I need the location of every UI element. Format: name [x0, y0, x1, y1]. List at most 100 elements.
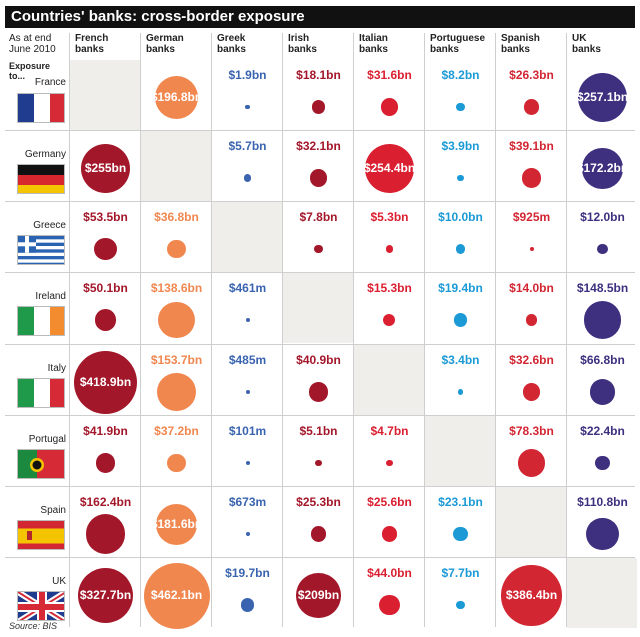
value-label: $32.6bn: [509, 353, 554, 367]
value-label: $138.6bn: [150, 281, 203, 295]
column-divider: [282, 33, 283, 627]
flag-ireland-icon: [17, 306, 65, 336]
bubble-italy-german: [157, 372, 196, 412]
value-label: $12.0bn: [580, 210, 625, 224]
row-label-ireland: Ireland: [35, 291, 66, 302]
bubble-germany-portuguese: [457, 174, 464, 182]
source-note: Source: BIS: [9, 621, 58, 631]
column-header-french: French banks: [75, 33, 109, 55]
bubble-ireland-french: [94, 309, 117, 331]
bubble-greece-german: [167, 239, 186, 259]
value-label: $40.9bn: [296, 353, 341, 367]
empty-diagonal-cell: [496, 487, 566, 557]
row-label-greece: Greece: [33, 220, 66, 231]
value-label: $209bn: [297, 587, 340, 602]
row-label-italy: Italy: [47, 363, 66, 374]
flag-france-icon: [17, 93, 65, 123]
bubble-portugal-greek: [245, 461, 250, 465]
column-divider: [140, 33, 141, 627]
value-label: $418.9bn: [79, 374, 132, 389]
value-label: $172.2bn: [576, 160, 629, 175]
bubble-france-german: [154, 75, 199, 120]
value-label: $101m: [228, 424, 267, 438]
column-header-portuguese: Portuguese banks: [430, 33, 486, 55]
bubble-italy-spanish: [522, 383, 541, 401]
value-label: $10.0bn: [438, 210, 483, 224]
value-label: $18.1bn: [296, 68, 341, 82]
bubble-ireland-greek: [245, 318, 250, 322]
value-label: $19.4bn: [438, 281, 483, 295]
bubble-germany-greek: [243, 174, 252, 182]
bubble-portugal-french: [95, 453, 116, 473]
value-label: $19.7bn: [225, 566, 270, 580]
value-label: $44.0bn: [367, 566, 412, 580]
bubble-ireland-italian: [383, 313, 396, 326]
column-header-uk: UK banks: [572, 33, 601, 55]
empty-diagonal-cell: [425, 416, 495, 486]
bubble-france-uk: [577, 72, 628, 123]
value-label: $31.6bn: [367, 68, 412, 82]
bubble-greece-uk: [597, 243, 608, 255]
row-label-spain: Spain: [40, 505, 66, 516]
value-label: $461m: [228, 281, 267, 295]
value-label: $110.8bn: [577, 495, 628, 509]
value-label: $3.4bn: [441, 353, 480, 367]
exposure-label: Exposure to...: [9, 61, 51, 81]
value-label: $5.1bn: [299, 424, 338, 438]
value-label: $5.7bn: [228, 139, 267, 153]
flag-spain-icon: [17, 520, 65, 550]
value-label: $148.5bn: [576, 281, 629, 295]
value-label: $23.1bn: [438, 495, 483, 509]
bubble-germany-italian: [365, 144, 414, 193]
bubble-portugal-uk: [595, 455, 610, 471]
bubble-germany-uk: [582, 148, 623, 189]
empty-diagonal-cell: [354, 345, 424, 415]
bubble-ireland-spanish: [525, 314, 538, 326]
bubble-portugal-italian: [386, 459, 393, 467]
flag-portugal-icon: [17, 449, 65, 479]
bubble-italy-portuguese: [457, 389, 464, 395]
value-label: $66.8bn: [580, 353, 625, 367]
value-label: $153.7bn: [150, 353, 203, 367]
value-label: $5.3bn: [370, 210, 409, 224]
value-label: $181.6bn: [150, 516, 203, 531]
value-label: $485m: [228, 353, 267, 367]
value-label: $255bn: [84, 160, 127, 175]
bubble-spain-german: [155, 503, 198, 546]
value-label: $53.5bn: [83, 210, 128, 224]
bubble-italy-uk: [589, 379, 616, 405]
value-label: $39.1bn: [509, 139, 554, 153]
bubble-germany-spanish: [521, 168, 542, 188]
column-divider: [69, 33, 70, 627]
bubble-italy-greek: [245, 390, 250, 394]
bubble-portugal-spanish: [517, 449, 546, 477]
value-label: $15.3bn: [367, 281, 412, 295]
column-header-spanish: Spanish banks: [501, 33, 540, 55]
row-label-uk: UK: [52, 576, 66, 587]
bubble-uk-portuguese: [456, 600, 465, 610]
value-label: $37.2bn: [154, 424, 199, 438]
value-label: $386.4bn: [505, 587, 558, 602]
value-label: $8.2bn: [441, 68, 480, 82]
value-label: $14.0bn: [509, 281, 554, 295]
value-label: $254.4bn: [363, 160, 416, 175]
value-label: $22.4bn: [580, 424, 625, 438]
bubble-ireland-uk: [583, 301, 622, 339]
column-divider: [424, 33, 425, 627]
value-label: $1.9bn: [228, 68, 267, 82]
bubble-france-irish: [311, 100, 326, 114]
row-divider: [5, 557, 635, 558]
bubble-uk-spanish: [501, 565, 562, 626]
bubble-italy-irish: [308, 382, 329, 402]
value-label: $7.7bn: [441, 566, 480, 580]
value-label: $50.1bn: [83, 281, 128, 295]
value-label: $7.8bn: [299, 210, 338, 224]
value-label: $673m: [228, 495, 267, 509]
value-label: $41.9bn: [83, 424, 128, 438]
bubble-france-greek: [245, 104, 250, 110]
empty-diagonal-cell: [567, 558, 637, 628]
bubble-ireland-german: [158, 301, 195, 339]
value-label: $3.9bn: [441, 139, 480, 153]
flag-germany-icon: [17, 164, 65, 194]
